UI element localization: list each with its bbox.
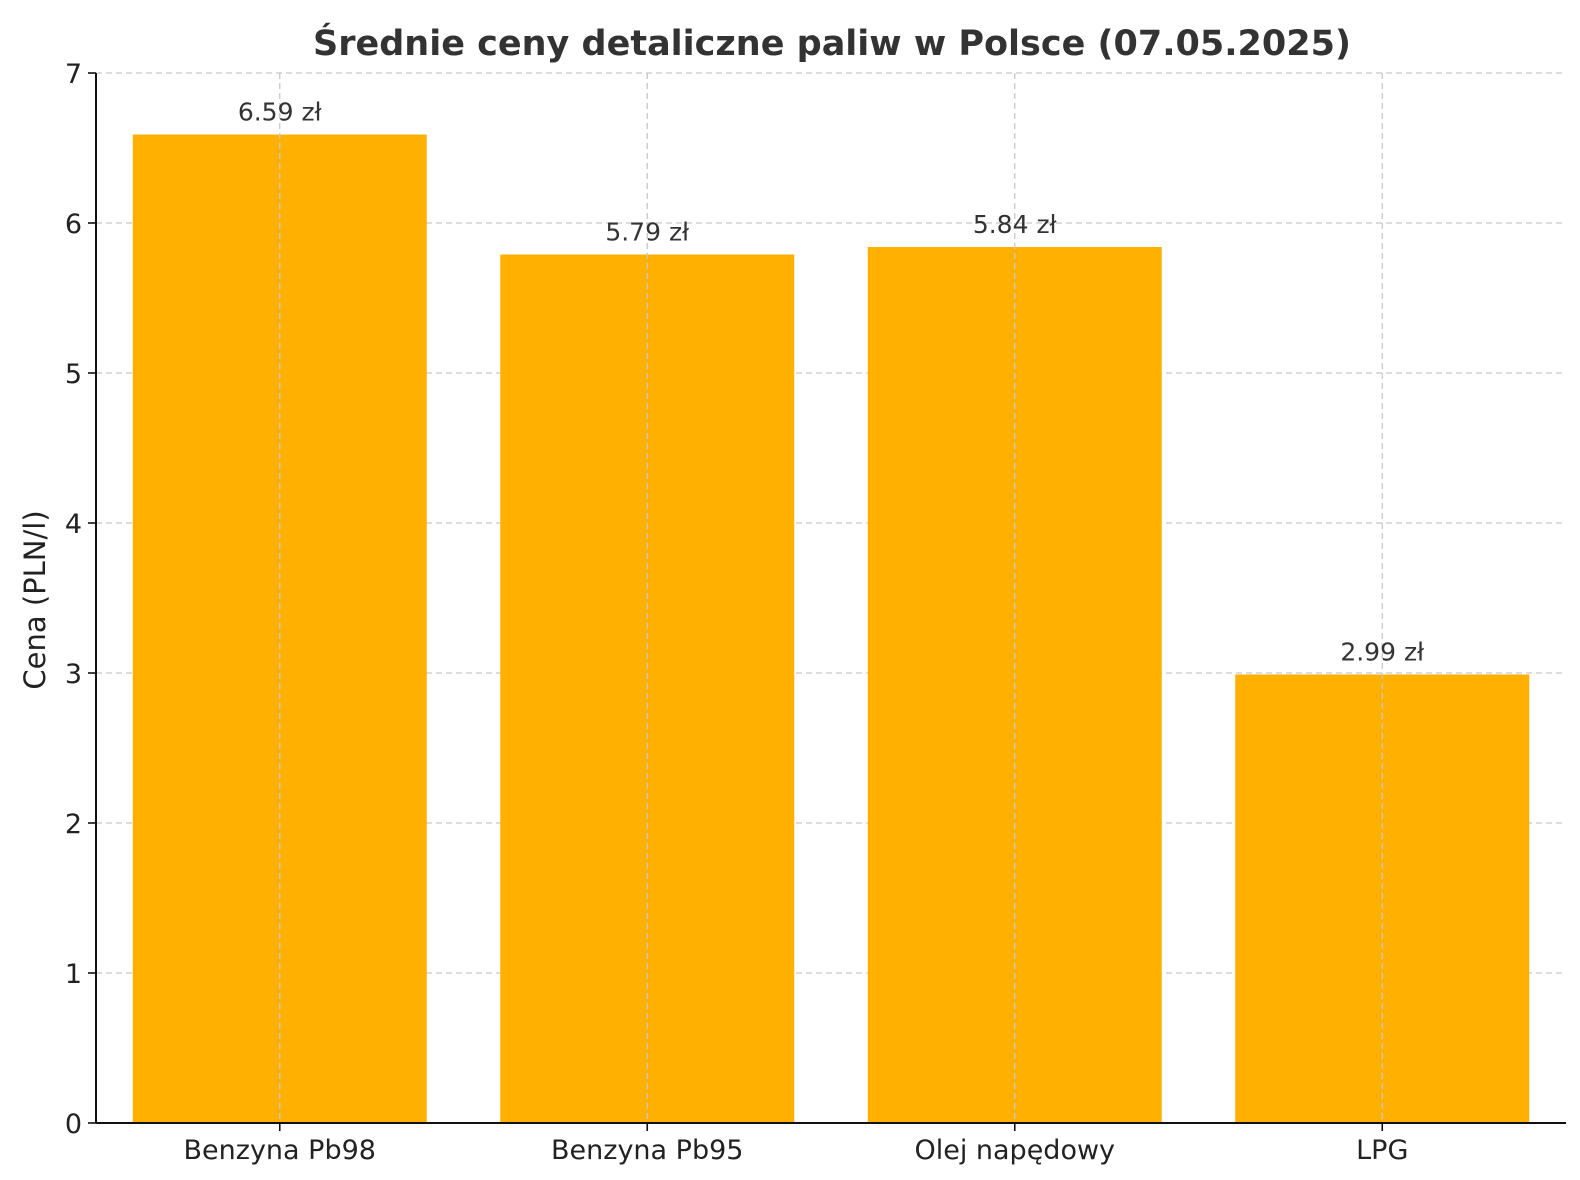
y-tick-label: 0 — [65, 1109, 82, 1140]
x-tick-label: Benzyna Pb98 — [184, 1135, 376, 1166]
bar-value-label: 5.79 zł — [605, 218, 690, 247]
x-tick-label: LPG — [1356, 1135, 1408, 1166]
bar-value-label: 2.99 zł — [1340, 638, 1425, 667]
vertical-grid — [279, 73, 1383, 1123]
y-tick-label: 3 — [65, 659, 82, 690]
y-tick-label: 1 — [65, 959, 82, 990]
chart-title: Średnie ceny detaliczne paliw w Polsce (… — [313, 22, 1351, 64]
y-tick-label: 2 — [65, 809, 82, 840]
y-tick-label: 7 — [65, 59, 82, 90]
x-tick-label: Benzyna Pb95 — [551, 1135, 743, 1166]
data-labels: 6.59 zł 5.79 zł 5.84 zł 2.99 zł — [238, 98, 1425, 667]
y-axis-label: Cena (PLN/l) — [18, 510, 52, 689]
y-tick-label: 6 — [65, 209, 82, 240]
bars — [132, 134, 1530, 1123]
y-tick-label: 5 — [65, 359, 82, 390]
bar-value-label: 5.84 zł — [973, 210, 1058, 239]
y-tick-label: 4 — [65, 509, 82, 540]
x-tick-label: Olej napędowy — [914, 1135, 1115, 1166]
bar-value-label: 6.59 zł — [238, 98, 323, 127]
axes: 0 1 2 3 4 5 6 7 Benzyna Pb98 Benzyna Pb95 Olej nap… — [65, 59, 1566, 1166]
